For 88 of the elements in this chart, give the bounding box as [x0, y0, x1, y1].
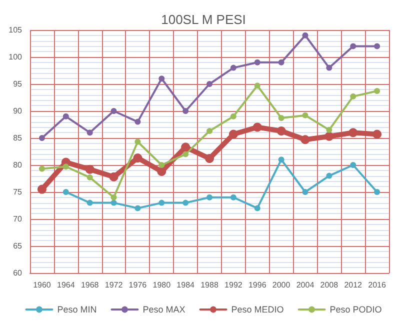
legend-label: Peso MEDIO: [231, 304, 284, 314]
y-tick-label: 90: [13, 106, 23, 116]
y-tick-label: 60: [13, 268, 23, 278]
point: [133, 153, 142, 162]
point: [302, 32, 308, 38]
x-tick-label: 2008: [320, 280, 339, 290]
point: [62, 189, 69, 195]
x-tick-label: 1960: [33, 280, 52, 290]
x-tick-label: 1992: [224, 280, 243, 290]
point: [134, 118, 141, 125]
point: [348, 128, 358, 138]
point: [158, 76, 165, 82]
point: [278, 59, 284, 66]
point: [86, 174, 93, 180]
point: [85, 164, 94, 174]
y-tick-label: 100: [8, 52, 23, 62]
point: [134, 138, 141, 145]
point: [37, 184, 46, 194]
y-tick-label: 80: [13, 160, 23, 170]
x-tick-label: 1968: [80, 280, 100, 290]
x-tick-label: 2016: [368, 280, 386, 290]
point: [374, 88, 380, 94]
point: [230, 64, 236, 71]
point: [205, 154, 214, 164]
x-tick-label: 1984: [176, 280, 196, 290]
point: [109, 172, 118, 182]
point: [326, 126, 332, 133]
point: [252, 122, 262, 132]
x-tick-label: 2004: [296, 280, 315, 290]
point: [326, 64, 332, 71]
point: [206, 81, 212, 87]
point: [254, 205, 260, 212]
point: [326, 172, 332, 179]
point: [134, 205, 141, 212]
point: [206, 128, 212, 134]
y-tick-label: 70: [13, 214, 23, 224]
point: [228, 130, 238, 139]
x-tick-label: 2012: [344, 280, 363, 290]
point: [278, 156, 284, 163]
point: [324, 132, 334, 141]
point: [230, 194, 236, 200]
legend-label: Peso PODIO: [330, 304, 382, 314]
point: [38, 166, 45, 172]
point: [158, 200, 165, 206]
point: [278, 115, 284, 122]
x-tick-label: 1972: [104, 280, 124, 290]
point: [374, 43, 380, 50]
point: [372, 130, 382, 139]
point: [182, 151, 189, 158]
x-tick-label: 1964: [57, 280, 76, 290]
point: [254, 82, 260, 89]
point: [302, 112, 308, 118]
point: [62, 113, 69, 120]
point: [230, 113, 236, 120]
point: [158, 162, 165, 168]
point: [157, 166, 166, 176]
point: [206, 194, 212, 200]
chart-title: 100SL M PESI: [161, 12, 246, 27]
point: [182, 108, 189, 114]
point: [110, 200, 117, 206]
point: [110, 194, 117, 200]
x-tick-label: 1988: [200, 280, 219, 290]
point: [350, 43, 356, 50]
point: [350, 162, 356, 168]
point: [182, 200, 189, 206]
point: [86, 200, 93, 206]
y-tick-label: 105: [8, 26, 23, 34]
legend-label: Peso MAX: [142, 304, 186, 314]
x-tick-label: 1976: [128, 280, 148, 290]
point: [276, 126, 286, 136]
point: [86, 130, 93, 136]
y-tick-label: 95: [13, 80, 23, 88]
y-tick-label: 85: [13, 134, 23, 142]
x-tick-label: 2000: [272, 280, 291, 290]
y-tick-label: 65: [13, 242, 23, 250]
point: [350, 93, 356, 100]
point: [38, 135, 45, 141]
point: [374, 189, 380, 195]
x-tick-label: 1996: [248, 280, 267, 290]
point: [62, 164, 69, 170]
point: [254, 59, 260, 66]
point: [300, 135, 310, 144]
x-tick-label: 1980: [152, 280, 172, 290]
y-tick-label: 75: [13, 188, 23, 196]
point: [110, 108, 117, 114]
point: [302, 189, 308, 195]
point: [181, 142, 190, 152]
legend-label: Peso MIN: [57, 304, 97, 314]
